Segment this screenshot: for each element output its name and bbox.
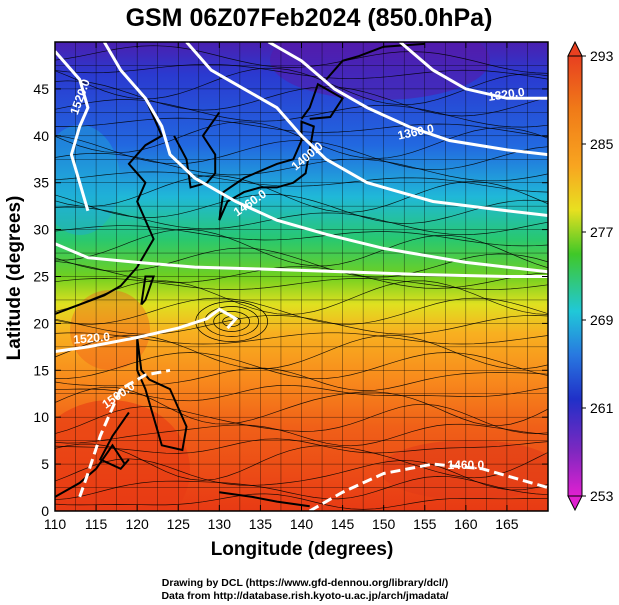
coastline (219, 491, 310, 508)
coastline (55, 443, 126, 498)
y-tick-label: 20 (33, 315, 49, 331)
height-contour (55, 50, 90, 212)
y-tick-label: 25 (33, 269, 49, 285)
x-tick-label: 155 (413, 516, 437, 532)
height-contour (267, 42, 548, 157)
x-tick-label: 135 (249, 516, 273, 532)
coastline (136, 337, 188, 452)
x-tick-label: 115 (85, 516, 108, 532)
x-tick-label: 140 (290, 516, 314, 532)
colorbar-tick-label: 293 (590, 48, 614, 64)
contour-label: 1320.0 (487, 85, 526, 104)
y-tick-label: 0 (41, 503, 49, 519)
x-axis-label: Longitude (degrees) (211, 539, 394, 560)
streamline-swirl (204, 306, 260, 337)
x-axis-ticks: 110 115 120 125 130 135 140 145 150 155 160 165 (44, 42, 519, 532)
height-contour (55, 307, 239, 353)
y-tick-label: 5 (41, 456, 49, 472)
coastline (218, 120, 315, 221)
height-contour (185, 42, 548, 217)
coastline (140, 275, 156, 306)
coastlines (55, 42, 425, 508)
x-tick-label: 130 (208, 516, 232, 532)
colorbar-tick-label: 261 (590, 400, 614, 416)
x-tick-label: 165 (495, 516, 519, 532)
contour-label: 1460.0 (447, 458, 484, 472)
credit-drawing: Drawing by DCL (https://www.gfd-dennou.o… (162, 577, 448, 589)
height-contour (399, 42, 548, 100)
height-contours (55, 42, 548, 511)
y-tick-label: 10 (33, 409, 49, 425)
contour-label: 1520.0 (73, 330, 111, 347)
credit-data: Data from http://database.rish.kyoto-u.a… (161, 590, 448, 602)
chart-title: GSM 06Z07Feb2024 (850.0hPa) (126, 4, 493, 32)
colorbar-tick-label: 269 (590, 312, 614, 328)
x-tick-label: 145 (331, 516, 355, 532)
coastline (300, 82, 345, 120)
streamline-swirl (213, 311, 251, 332)
x-tick-label: 120 (125, 516, 149, 532)
y-axis-ticks: 0 5 10 15 20 25 30 35 40 45 (33, 81, 548, 519)
y-tick-label: 15 (33, 362, 49, 378)
y-axis-label: Latitude (degrees) (4, 196, 25, 361)
coastline (325, 42, 425, 81)
x-tick-label: 160 (454, 516, 478, 532)
y-tick-label: 30 (33, 222, 49, 238)
height-contour (78, 368, 171, 498)
y-tick-label: 35 (33, 175, 49, 191)
x-tick-label: 125 (167, 516, 191, 532)
x-tick-label: 110 (44, 516, 67, 532)
colorbar: 253 261 269 277 285 293 (567, 40, 614, 512)
height-contour (55, 242, 548, 278)
colorbar-tick-label: 285 (590, 136, 614, 152)
y-tick-label: 45 (33, 81, 49, 97)
y-tick-label: 40 (33, 128, 49, 144)
coastline (173, 111, 221, 189)
coastline (98, 411, 130, 471)
colorbar-tick-label: 277 (590, 224, 614, 240)
plot-area: 1520.01460.01400.01360.01320.01520.01500… (55, 42, 548, 511)
colorbar-tick-label: 253 (590, 488, 614, 504)
height-contour (103, 42, 548, 274)
height-contour (308, 462, 548, 511)
x-tick-label: 150 (372, 516, 396, 532)
coastline (55, 69, 164, 315)
